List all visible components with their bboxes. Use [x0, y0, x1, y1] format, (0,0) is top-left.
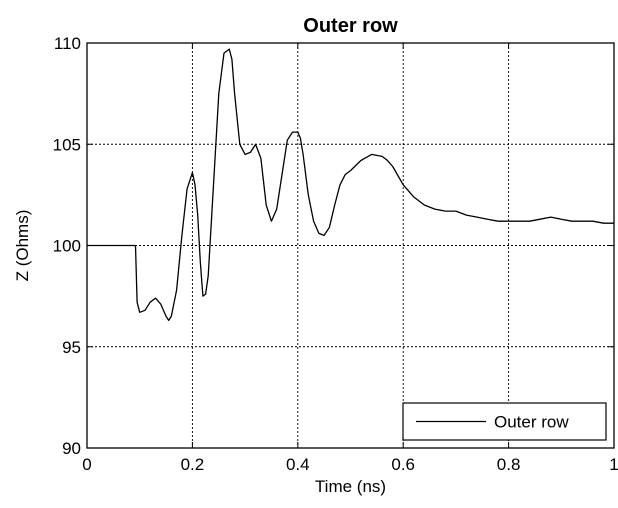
- y-tick-label: 110: [54, 34, 81, 53]
- x-tick-label: 0.2: [181, 455, 205, 474]
- ticks: 0 0.2 0.4 0.6 0.8 1 90 95 100 105 110: [53, 34, 618, 474]
- series-layer: [87, 48, 614, 322]
- y-tick-label: 100: [53, 237, 81, 256]
- y-tick-label: 90: [62, 439, 81, 458]
- grid: [87, 43, 614, 448]
- plot-area: [87, 43, 614, 448]
- legend: Outer row: [402, 402, 607, 441]
- x-axis-label: Time (ns): [315, 477, 386, 496]
- x-tick-label: 0.6: [391, 455, 415, 474]
- y-axis-label: Z (Ohms): [13, 210, 32, 282]
- x-tick-label: 0.4: [286, 455, 310, 474]
- x-tick-label: 0.8: [497, 455, 521, 474]
- x-tick-label: 0: [82, 455, 91, 474]
- y-tick-label: 105: [53, 135, 81, 154]
- x-tick-label: 1: [609, 455, 618, 474]
- series-line: [87, 48, 614, 322]
- legend-label: Outer row: [494, 413, 569, 432]
- y-tick-label: 95: [62, 338, 81, 357]
- chart-title: Outer row: [303, 15, 398, 37]
